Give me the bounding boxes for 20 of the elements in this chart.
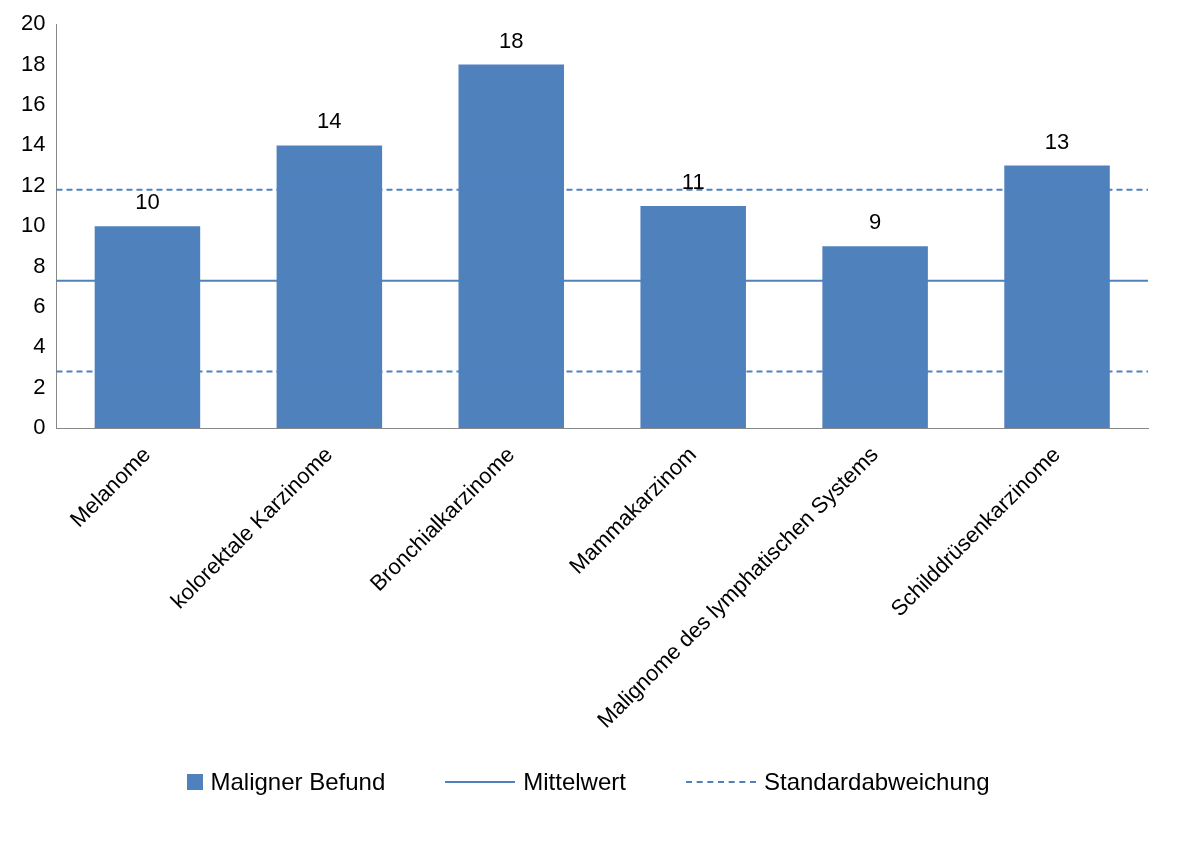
- y-tick-label: 8: [33, 252, 46, 278]
- data-label: 9: [868, 209, 882, 235]
- legend-label: Maligner Befund: [210, 768, 386, 796]
- data-label: 11: [681, 169, 705, 195]
- y-tick-label: 16: [20, 91, 46, 117]
- y-tick-label: 10: [20, 212, 46, 238]
- data-label: 10: [135, 189, 160, 215]
- y-tick-label: 14: [20, 131, 46, 157]
- y-tick-label: 12: [20, 171, 46, 197]
- y-tick-label: 0: [33, 414, 46, 440]
- data-label: 18: [499, 27, 524, 53]
- y-tick-label: 4: [33, 333, 46, 359]
- data-label: 13: [1044, 128, 1070, 154]
- y-tick-label: 2: [33, 373, 46, 399]
- legend-label: Mittelwert: [523, 768, 626, 796]
- y-tick-label: 20: [20, 10, 46, 36]
- data-label: 14: [317, 108, 342, 134]
- legend-label: Standardabweichung: [763, 768, 990, 796]
- y-tick-label: 18: [20, 50, 46, 76]
- y-tick-label: 6: [33, 293, 46, 318]
